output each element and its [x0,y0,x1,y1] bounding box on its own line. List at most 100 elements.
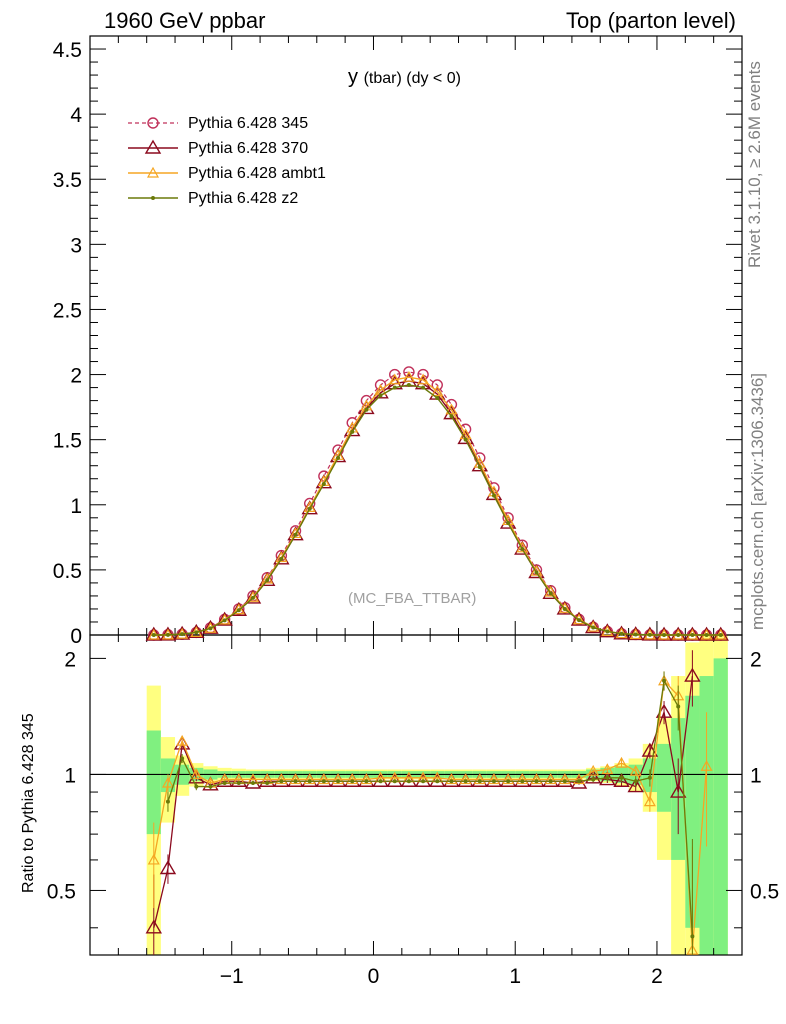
ratio-data-point [159,860,177,875]
main-data-point [548,591,553,596]
ratio-data-point [445,773,458,785]
main-data-point [431,379,443,391]
ratio-data-point [180,756,185,761]
main-data-point [159,626,177,641]
main-data-point [431,385,444,397]
main-data-point [151,633,156,637]
main-data-point [350,429,355,434]
header-energy-label: 1960 GeV ppbar [104,8,266,33]
ratio-data-point [459,773,472,785]
ratio-data-point [700,760,713,771]
main-data-point [655,626,673,641]
y-tick-label: 3.5 [53,169,82,192]
ratio-data-point [293,779,298,784]
main-data-point [406,382,411,387]
main-data-point [491,493,496,498]
y-tick-label: 4.5 [53,39,82,62]
ratio-data-point [662,678,667,683]
ratio-data-point [669,783,687,798]
y-tick-label: 0.5 [53,560,82,583]
main-data-point [449,414,454,419]
ratio-data-point [615,756,628,768]
main-data-point [321,481,326,486]
ratio-data-point [289,773,302,785]
main-data-point [662,633,667,637]
x-tick-label: 2 [651,965,663,988]
ratio-data-point [684,667,701,682]
ratio-data-point [378,779,383,784]
ratio-data-point [530,773,543,785]
main-data-point [236,608,241,613]
legend-marker [146,166,160,178]
band-inner [713,658,728,955]
ratio-data-point [558,773,571,785]
ratio-y-tick-label: 1 [64,764,76,787]
x-tick-label: 0 [368,965,380,988]
main-data-point [558,602,571,613]
ratio-series-line [167,678,694,937]
main-data-point [435,396,440,401]
main-data-point [669,626,687,641]
ratio-data-point [364,779,369,784]
ratio-data-point [629,764,642,776]
ratio-data-point [506,779,511,784]
ratio-data-point [534,779,539,784]
ratio-data-point [265,781,270,786]
ratio-data-point [587,764,600,776]
ratio-series-line [153,675,694,928]
ratio-data-point [275,773,288,785]
main-data-point [506,521,511,526]
main-data-point [378,393,383,398]
legend-label-370: Pythia 6.428 370 [188,140,309,157]
ratio-data-point [251,781,255,786]
ratio-y-tick-label: 0.5 [47,880,76,903]
ratio-data-point [520,779,525,784]
ratio-data-point [591,777,596,782]
ratio-data-point [690,934,695,939]
main-data-point [336,455,341,460]
y-tick-label: 3 [70,234,82,257]
main-data-point [293,532,298,537]
ratio-axis-label: Ratio to Pythia 6.428 345 [20,713,37,893]
ratio-data-point [317,773,330,785]
ratio-data-point [584,769,602,784]
analysis-tag: (MC_FBA_TTBAR) [348,590,477,607]
band-inner [656,743,672,812]
ratio-data-point [279,779,284,784]
legend-label-345: Pythia 6.428 345 [188,115,309,132]
main-data-point [364,407,369,412]
main-data-point [570,611,588,626]
main-data-point [605,629,610,634]
ratio-data-point [548,779,553,784]
ratio-data-point [346,773,359,785]
ratio-data-point [360,773,373,785]
y-tick-label: 2 [70,365,82,388]
main-data-point [232,603,245,615]
band-inner [146,730,161,835]
main-data-point [194,630,199,635]
legend-marker [151,196,155,200]
main-data-point [307,506,312,511]
ratio-data-point [421,779,426,784]
ratio-data-point [544,773,557,785]
main-data-point [676,633,681,637]
main-data-point [275,551,288,563]
main-data-point [641,626,659,641]
ratio-data-point [601,763,614,775]
main-data-point [303,501,316,512]
main-data-point [712,626,729,641]
ratio-data-point [190,768,203,780]
ratio-data-point [502,773,515,785]
ratio-data-point [406,779,411,784]
rivet-version-label: Rivet 3.1.10, ≥ 2.6M events [745,61,764,268]
x-tick-label: 1 [509,965,521,988]
main-data-point [633,632,638,637]
ratio-data-point [336,779,341,784]
ratio-data-point [307,779,312,784]
x-tick-label: −1 [220,965,244,988]
main-plot-title: y (tbar) (dy < 0) [348,66,461,89]
main-data-point [591,625,596,630]
ratio-data-point [473,773,486,785]
main-data-point [392,385,397,390]
